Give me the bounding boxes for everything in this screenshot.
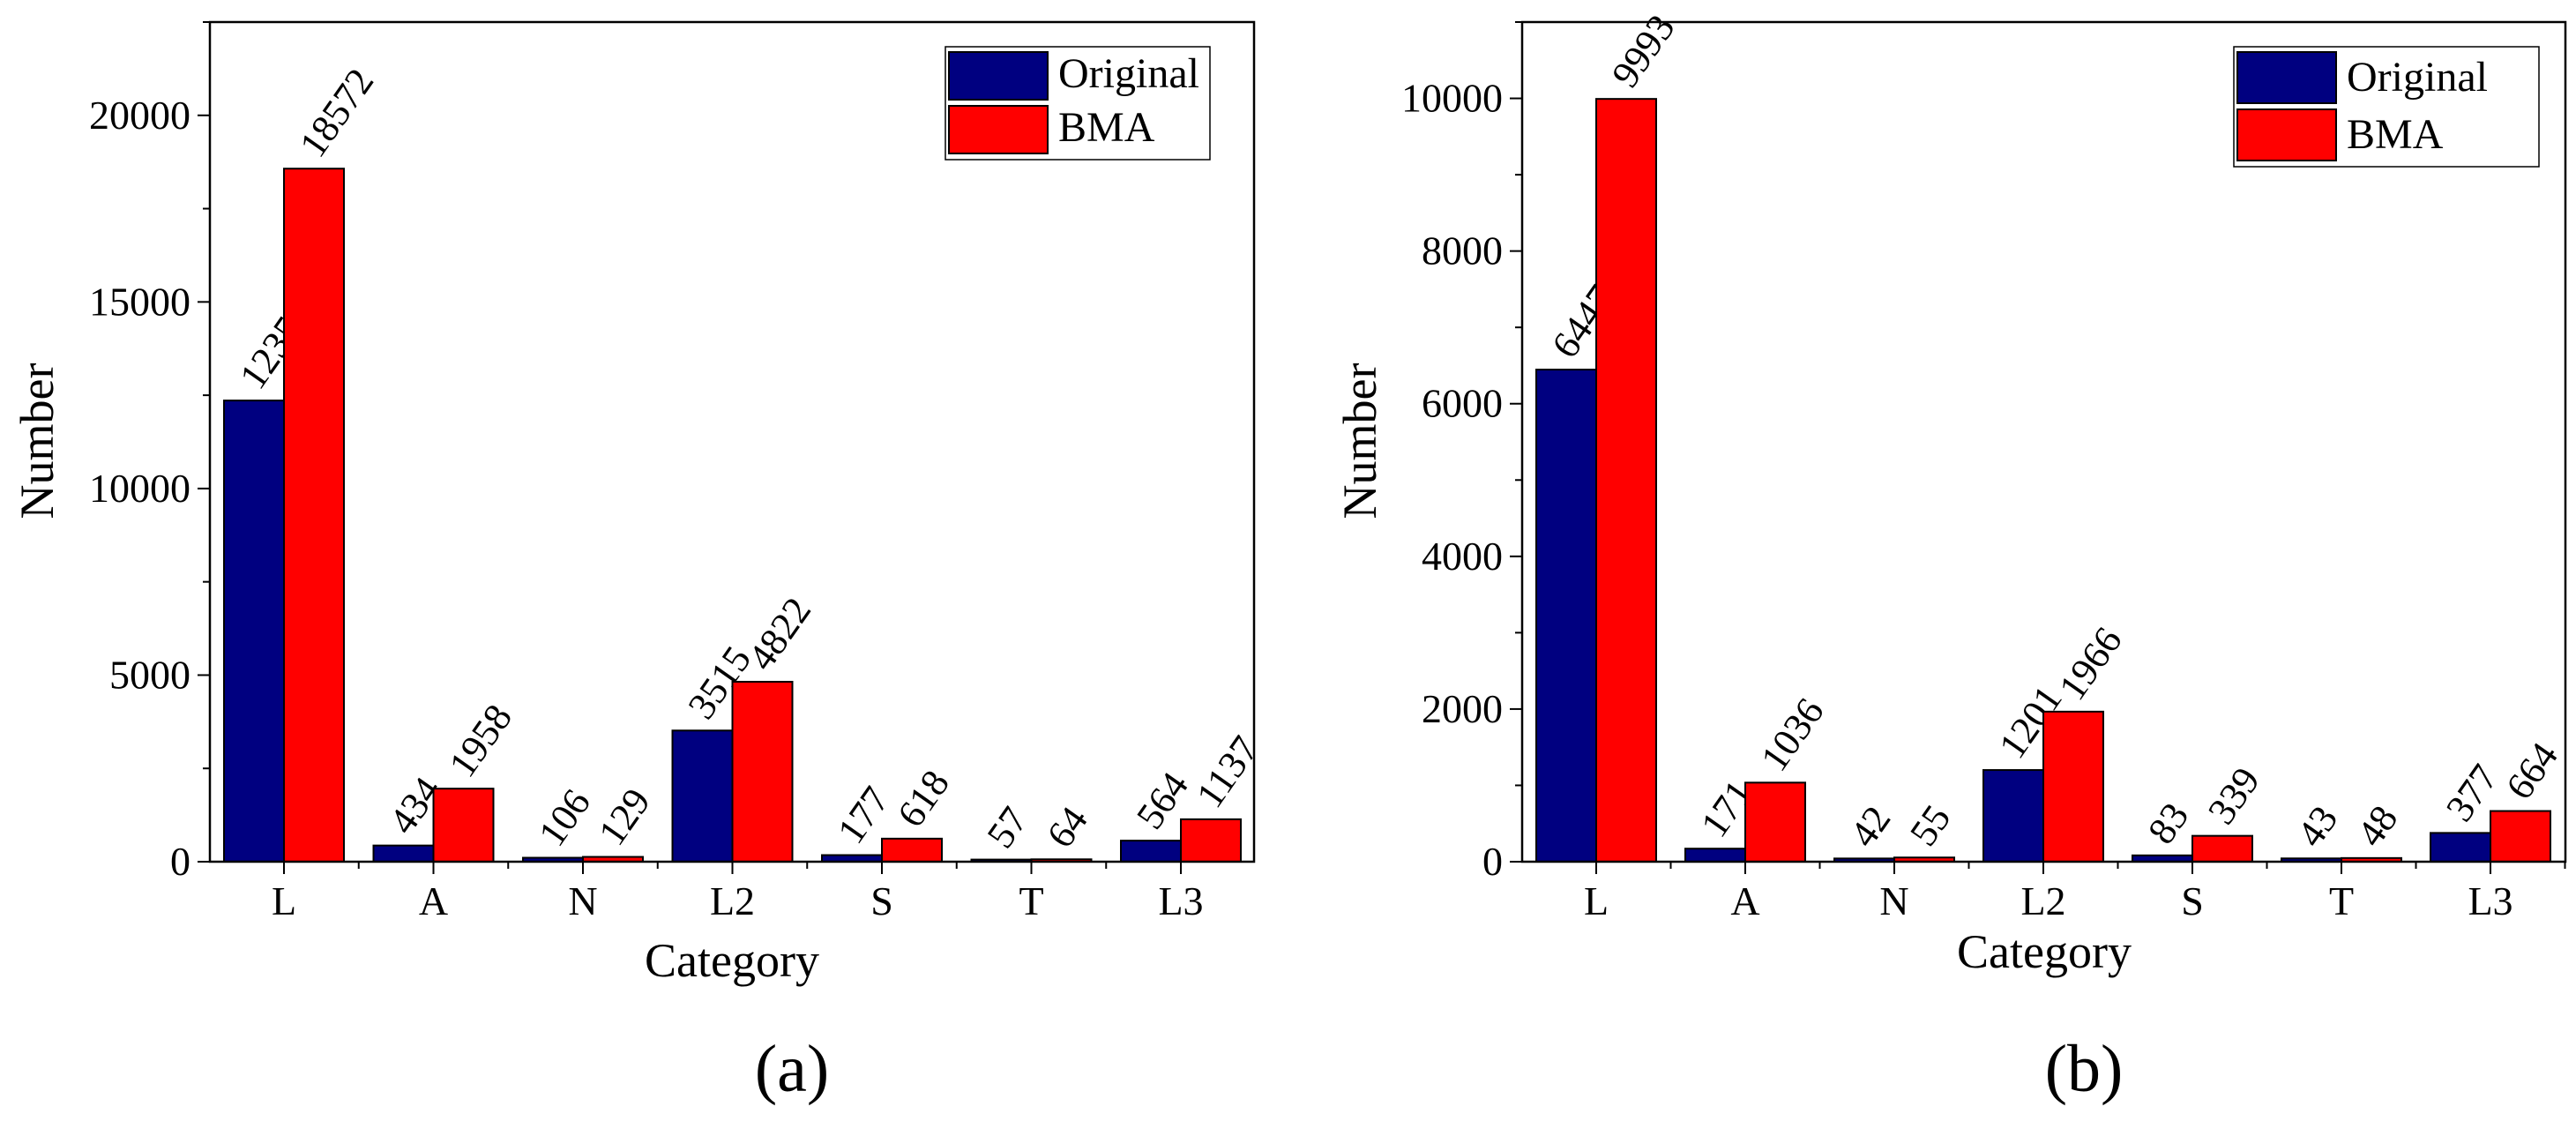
x-axis-title: Category bbox=[645, 934, 819, 987]
data-label: 55 bbox=[1901, 797, 1959, 854]
data-label: 57 bbox=[979, 799, 1036, 856]
data-label: 64 bbox=[1039, 799, 1096, 856]
x-tick-label: A bbox=[419, 878, 448, 923]
y-tick-label: 0 bbox=[1482, 839, 1503, 884]
bar-bma-s bbox=[881, 837, 943, 863]
legend-label-bma: BMA bbox=[1058, 104, 1155, 151]
data-label: 9993 bbox=[1603, 7, 1684, 95]
data-label: 83 bbox=[2139, 795, 2197, 851]
x-tick-label: S bbox=[2181, 878, 2204, 923]
bar-original-l3 bbox=[2430, 832, 2491, 863]
data-label: 1966 bbox=[2050, 619, 2131, 707]
y-tick-label: 8000 bbox=[1422, 228, 1503, 273]
bar-bma-l2 bbox=[731, 680, 794, 863]
bar-original-a bbox=[372, 844, 435, 863]
data-label: 43 bbox=[2289, 798, 2346, 855]
bar-bma-l3 bbox=[2490, 810, 2551, 863]
legend-swatch-bma bbox=[948, 105, 1049, 154]
bar-bma-l3 bbox=[1180, 818, 1242, 863]
bar-original-l2 bbox=[671, 729, 734, 863]
bar-original-l bbox=[1535, 369, 1597, 863]
y-tick-label: 10000 bbox=[1401, 76, 1503, 121]
legend-swatch-original bbox=[2236, 51, 2337, 104]
bar-original-l2 bbox=[1982, 769, 2044, 863]
bar-bma-l2 bbox=[2042, 710, 2104, 863]
bar-bma-l bbox=[1595, 98, 1657, 863]
x-tick-label: T bbox=[1019, 878, 1043, 923]
x-tick-label: L2 bbox=[710, 878, 755, 923]
x-tick-label: L3 bbox=[2468, 878, 2513, 923]
y-tick-label: 20000 bbox=[89, 93, 190, 138]
legend-label-original: Original bbox=[1058, 50, 1199, 97]
x-tick-label: L bbox=[272, 878, 296, 923]
data-label: 1958 bbox=[441, 697, 521, 785]
legend-swatch-original bbox=[948, 51, 1049, 101]
data-label: 664 bbox=[2498, 735, 2566, 807]
data-label: 42 bbox=[1841, 798, 1899, 855]
data-label: 18572 bbox=[291, 61, 382, 165]
data-label: 618 bbox=[889, 762, 958, 834]
legend-label-bma: BMA bbox=[2347, 111, 2444, 158]
bar-original-l bbox=[223, 400, 285, 863]
bar-original-l3 bbox=[1120, 840, 1182, 863]
data-label: 1036 bbox=[1752, 691, 1833, 779]
panel-label: (b) bbox=[2045, 1032, 2124, 1106]
data-label: 106 bbox=[530, 781, 599, 854]
bar-bma-a bbox=[432, 788, 495, 863]
x-tick-label: N bbox=[1879, 878, 1908, 923]
bar-bma-l bbox=[283, 168, 345, 863]
data-label: 339 bbox=[2199, 759, 2268, 832]
x-axis-title: Category bbox=[1957, 925, 2132, 978]
legend-swatch-bma bbox=[2236, 108, 2337, 161]
y-tick-label: 0 bbox=[170, 839, 190, 884]
y-tick-label: 15000 bbox=[89, 279, 190, 324]
x-tick-label: L2 bbox=[2020, 878, 2065, 923]
plot-frame bbox=[1520, 20, 2567, 863]
y-axis-title: Number bbox=[11, 363, 63, 519]
x-tick-label: A bbox=[1730, 878, 1759, 923]
bar-original-a bbox=[1684, 848, 1746, 863]
data-label: 48 bbox=[2348, 797, 2406, 854]
x-tick-label: S bbox=[870, 878, 893, 923]
chart-panel-a: 1235818572L4341958A106129N35154822L21776… bbox=[11, 20, 1267, 1106]
x-tick-label: T bbox=[2329, 878, 2354, 923]
x-tick-label: L3 bbox=[1158, 878, 1203, 923]
panel-label: (a) bbox=[755, 1032, 829, 1106]
plot-frame bbox=[208, 20, 1256, 863]
y-tick-label: 6000 bbox=[1422, 381, 1503, 426]
y-tick-label: 10000 bbox=[89, 466, 190, 511]
x-tick-label: N bbox=[568, 878, 597, 923]
x-tick-label: L bbox=[1584, 878, 1609, 923]
bar-bma-s bbox=[2191, 834, 2253, 863]
data-label: 129 bbox=[590, 781, 659, 853]
y-axis-title: Number bbox=[1333, 363, 1386, 519]
bar-bma-a bbox=[1744, 781, 1806, 863]
data-label: 1137 bbox=[1188, 729, 1267, 816]
y-tick-label: 2000 bbox=[1422, 686, 1503, 731]
y-tick-label: 4000 bbox=[1422, 534, 1503, 579]
legend-label-original: Original bbox=[2347, 54, 2488, 101]
y-tick-label: 5000 bbox=[109, 652, 190, 697]
